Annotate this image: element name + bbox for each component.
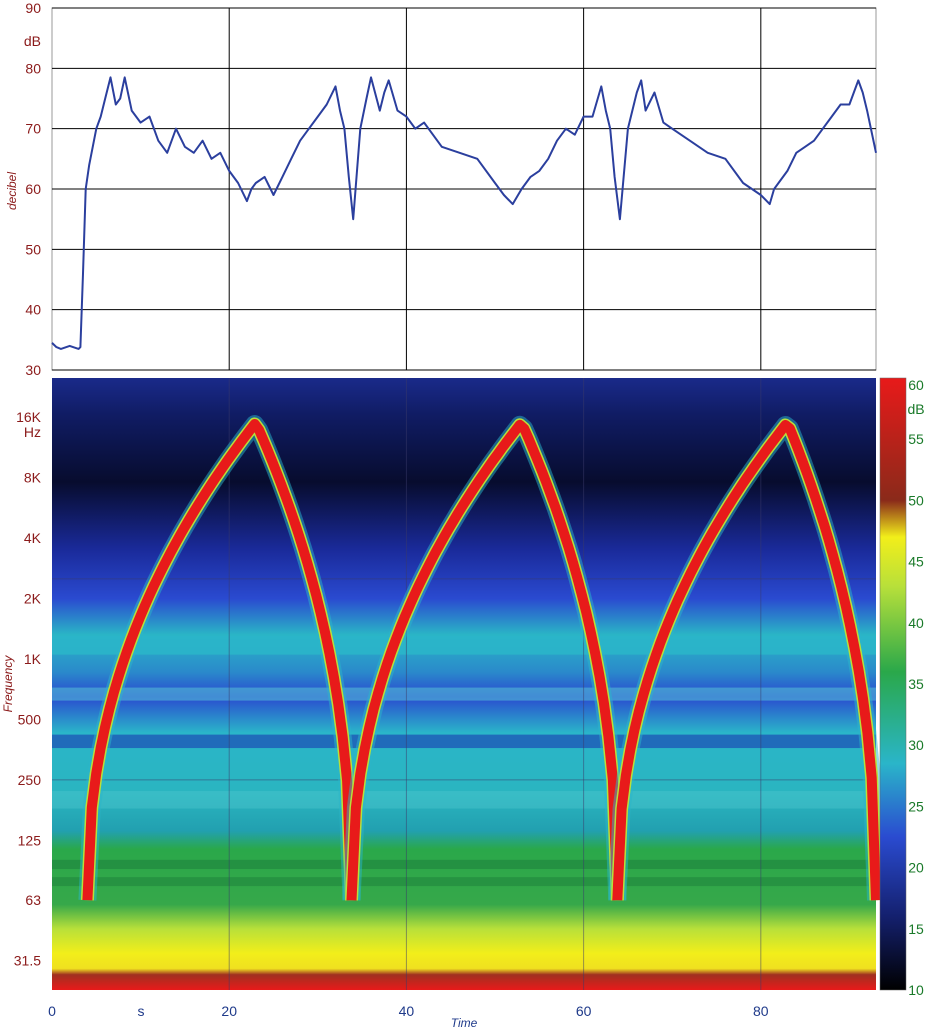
spectrogram-y-tick-label: 16K <box>16 409 42 425</box>
spectrogram-y-tick-label: 4K <box>24 530 42 546</box>
colorbar-tick-label: 30 <box>908 737 924 753</box>
spectrogram-sweeps <box>78 415 885 901</box>
spectrogram-y-tick-label: 2K <box>24 590 42 606</box>
colorbar-tick-label: 15 <box>908 921 924 937</box>
level-y-tick-label: 70 <box>25 121 41 137</box>
spectrogram-band <box>52 791 876 809</box>
level-y-tick-label: 30 <box>25 362 41 378</box>
colorbar-tick-label: 55 <box>908 431 924 447</box>
colorbar-tick-label: 60 <box>908 377 924 393</box>
level-y-tick-label: 40 <box>25 302 41 318</box>
spectrogram-y-unit: Hz <box>24 424 41 440</box>
spectrogram-y-tick-label: 63 <box>25 892 41 908</box>
spectrogram-y-tick-label: 500 <box>18 711 42 727</box>
spectrogram-grid <box>52 378 876 990</box>
spectrogram-y-tick-label: 8K <box>24 469 42 485</box>
spectrogram-y-label: Frequency <box>1 655 15 713</box>
level-chart-y-ticks: 30 40 50 60 70 80 90 <box>25 0 41 378</box>
colorbar-tick-label: 10 <box>908 982 924 998</box>
sweep-core <box>82 419 357 901</box>
level-chart-unit: dB <box>24 33 41 49</box>
spectrogram-band <box>52 687 876 701</box>
level-y-tick-label: 80 <box>25 60 41 76</box>
spectrogram-band <box>52 877 876 887</box>
colorbar-tick-label: 25 <box>908 798 924 814</box>
spectrogram-band <box>52 636 876 655</box>
spectrogram-band <box>52 859 876 870</box>
level-series-line <box>51 76 877 350</box>
level-y-tick-label: 60 <box>25 181 41 197</box>
colorbar-tick-label: 40 <box>908 615 924 631</box>
spectrogram-x-ticks: 0 20 40 60 80 <box>48 1003 769 1019</box>
level-chart-grid <box>52 7 876 371</box>
spectrogram-band <box>52 734 876 749</box>
spectrogram-y-tick-label: 1K <box>24 651 42 667</box>
sweep-core <box>346 419 623 901</box>
colorbar-tick-label: 35 <box>908 676 924 692</box>
spectrogram-x-unit: s <box>138 1003 145 1019</box>
spectrogram-y-tick-label: 250 <box>18 772 42 788</box>
colorbar: 10 15 20 25 30 35 40 45 50 55 60 dB <box>879 377 925 998</box>
spectrogram-x-tick-label: 20 <box>221 1003 237 1019</box>
level-y-tick-label: 50 <box>25 241 41 257</box>
sweep-core <box>612 420 881 901</box>
level-y-tick-label: 90 <box>25 0 41 16</box>
spectrogram-y-tick-label: 31.5 <box>14 953 41 969</box>
spectrogram-x-label: Time <box>451 1016 478 1030</box>
colorbar-tick-label: 45 <box>908 554 924 570</box>
level-chart-panel: 30 40 50 60 70 80 90 dB decibel <box>5 0 877 378</box>
spectrogram-y-ticks: 31.5 63 125 250 500 1K 2K 4K 8K 16K <box>14 409 42 969</box>
spectrogram-x-tick-label: 0 <box>48 1003 56 1019</box>
spectrogram-x-tick-label: 60 <box>576 1003 592 1019</box>
colorbar-tick-label: 50 <box>908 492 924 508</box>
spectrogram-x-tick-label: 40 <box>399 1003 415 1019</box>
spectrogram-y-tick-label: 125 <box>18 832 42 848</box>
colorbar-ticks: 10 15 20 25 30 35 40 45 50 55 60 <box>908 377 924 998</box>
spectrogram-x-tick-label: 80 <box>753 1003 769 1019</box>
colorbar-unit: dB <box>907 401 924 417</box>
level-chart-y-label: decibel <box>5 172 19 210</box>
colorbar-tick-label: 20 <box>908 860 924 876</box>
colorbar-gradient <box>879 377 907 991</box>
